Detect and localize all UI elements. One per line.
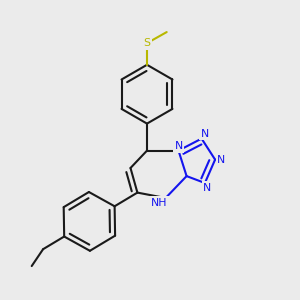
Text: N: N bbox=[200, 129, 209, 139]
Text: N: N bbox=[217, 154, 225, 165]
Text: N: N bbox=[203, 183, 212, 193]
Text: NH: NH bbox=[152, 198, 168, 208]
Text: S: S bbox=[143, 38, 151, 48]
Text: N: N bbox=[174, 141, 183, 152]
